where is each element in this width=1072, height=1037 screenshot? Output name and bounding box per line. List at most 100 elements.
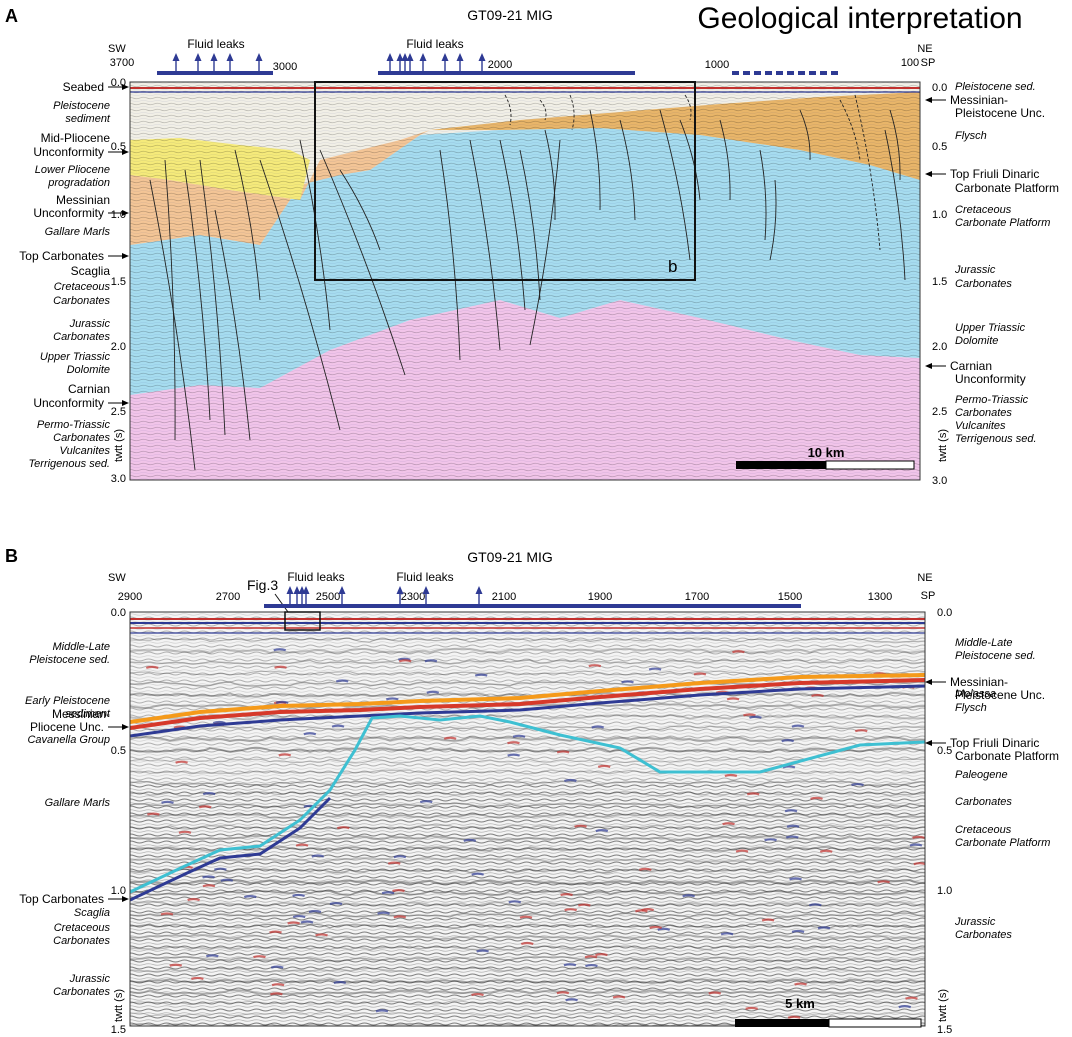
reflector (130, 868, 925, 874)
fluid-leak-arrow-head-icon (406, 53, 414, 61)
reflector-blob (377, 911, 390, 915)
label-arrow-head (122, 149, 129, 155)
reflector (130, 758, 925, 764)
twt-axis-label: twtt (s) (937, 989, 949, 1022)
reflector-blob (398, 659, 412, 663)
panel-a-left-labels: SeabedPleistocenesedimentMid-PlioceneUnc… (19, 80, 129, 470)
strat-label: Cretaceous (54, 281, 111, 293)
reflector (130, 769, 925, 775)
reflector-blob (274, 665, 287, 669)
reflector-blob (648, 667, 662, 671)
panel-b-dir-right: NE (917, 572, 932, 584)
fluid-leak-arrow-head-icon (419, 53, 427, 61)
reflector-blob (635, 909, 648, 913)
fluid-leak-arrow-head-icon (401, 53, 409, 61)
reflector-blob (641, 908, 655, 912)
twt-tick: 1.5 (111, 276, 126, 288)
strat-label: progradation (47, 177, 110, 189)
reflector (130, 945, 925, 951)
fault-line (679, 119, 701, 201)
twt-axis-label: twtt (s) (113, 429, 125, 462)
fault-line (544, 129, 556, 221)
twt-tick: 1.5 (932, 276, 947, 288)
fault-line (214, 209, 251, 441)
label-arrow-head (925, 97, 932, 103)
strat-label: Pleistocene sed. (955, 650, 1036, 662)
reflector-blob (419, 800, 433, 804)
reflector-blob (782, 765, 796, 769)
strat-label: Upper Triassic (955, 322, 1026, 334)
twt-tick: 0.0 (111, 607, 126, 619)
strat-label: Carbonate Platform (955, 181, 1059, 195)
reflector-blob (393, 855, 407, 859)
strat-label: Carbonates (955, 929, 1012, 941)
fault-line (839, 99, 861, 161)
fault-line (149, 179, 196, 471)
reflector-blob (682, 894, 695, 898)
panel-a-sp-ticks: 3700 3000 2000 1000 100 (110, 57, 919, 73)
reflector-blob (574, 824, 587, 828)
sp-tick: 1900 (588, 591, 612, 603)
reflector-blob (381, 891, 395, 895)
reflector-blob (577, 903, 591, 907)
reflector-blob (333, 980, 347, 985)
panel-b-leak-label-1: Fluid leaks (287, 570, 344, 584)
fluid-leak-arrow-head-icon (210, 53, 218, 61)
reflector-blob (638, 867, 652, 871)
reflector-blob (424, 659, 438, 663)
horizon-messinian-unc-blue (130, 684, 925, 738)
panel-a: A GT09-21 MIG Geological interpretation … (5, 2, 1059, 487)
twt-tick: 2.5 (111, 406, 126, 418)
strat-label: Carbonates (955, 278, 1012, 290)
fluid-leak-arrow-head-icon (475, 586, 483, 594)
fault-line (759, 149, 767, 241)
reflector-blob (175, 760, 188, 764)
strat-label: Molassa (955, 688, 996, 700)
strat-label: Carbonate Platform (955, 749, 1059, 763)
panel-a-inset-label: b (668, 257, 677, 276)
sp-tick: 2000 (488, 59, 512, 71)
reflector-blob (898, 1005, 912, 1009)
twt-tick: 2.5 (932, 406, 947, 418)
panel-b-line-name: GT09-21 MIG (467, 549, 553, 565)
reflector (130, 714, 925, 721)
strat-label: Cretaceous (54, 922, 111, 934)
reflector (130, 967, 925, 973)
reflector-blob (785, 835, 799, 839)
reflector (130, 912, 925, 918)
sp-tick: 2500 (316, 591, 340, 603)
twt-tick: 1.0 (111, 885, 126, 897)
strat-label: Seabed (63, 80, 104, 94)
strat-label: Pleistocene sed. (29, 654, 110, 666)
fault-line (719, 119, 731, 201)
twt-tick: 2.0 (111, 341, 126, 353)
fault-line (539, 99, 547, 121)
reflector-blob (205, 954, 219, 958)
panel-b-sp-label: SP (921, 590, 936, 602)
twt-tick: 2.0 (932, 341, 947, 353)
sp-tick: 1300 (868, 591, 892, 603)
strat-label: Top Friuli Dinaric (950, 736, 1039, 750)
strat-label: sediment (65, 113, 111, 125)
strat-label: Carbonates (53, 986, 110, 998)
strat-label: Top Carbonates (19, 249, 104, 263)
strat-label: Early Pleistocene (25, 695, 110, 707)
reflector (130, 791, 925, 797)
strat-label: Terrigenous sed. (955, 433, 1037, 445)
reflector-blob (565, 998, 578, 1002)
strat-label: Upper Triassic (40, 351, 111, 363)
twt-tick: 3.0 (111, 473, 126, 485)
reflector (130, 1000, 925, 1006)
reflector-blob (851, 782, 864, 787)
reflector-blob (145, 665, 159, 669)
reflector (130, 900, 925, 907)
reflector (130, 735, 925, 743)
reflector (130, 890, 925, 896)
label-arrow-head (122, 400, 129, 406)
twt-tick: 0.5 (937, 745, 952, 757)
strat-label: Carbonates (955, 796, 1012, 808)
strat-label: Dolomite (955, 335, 998, 347)
reflector-blob (743, 713, 756, 717)
panel-b-scale-white (828, 1018, 922, 1028)
